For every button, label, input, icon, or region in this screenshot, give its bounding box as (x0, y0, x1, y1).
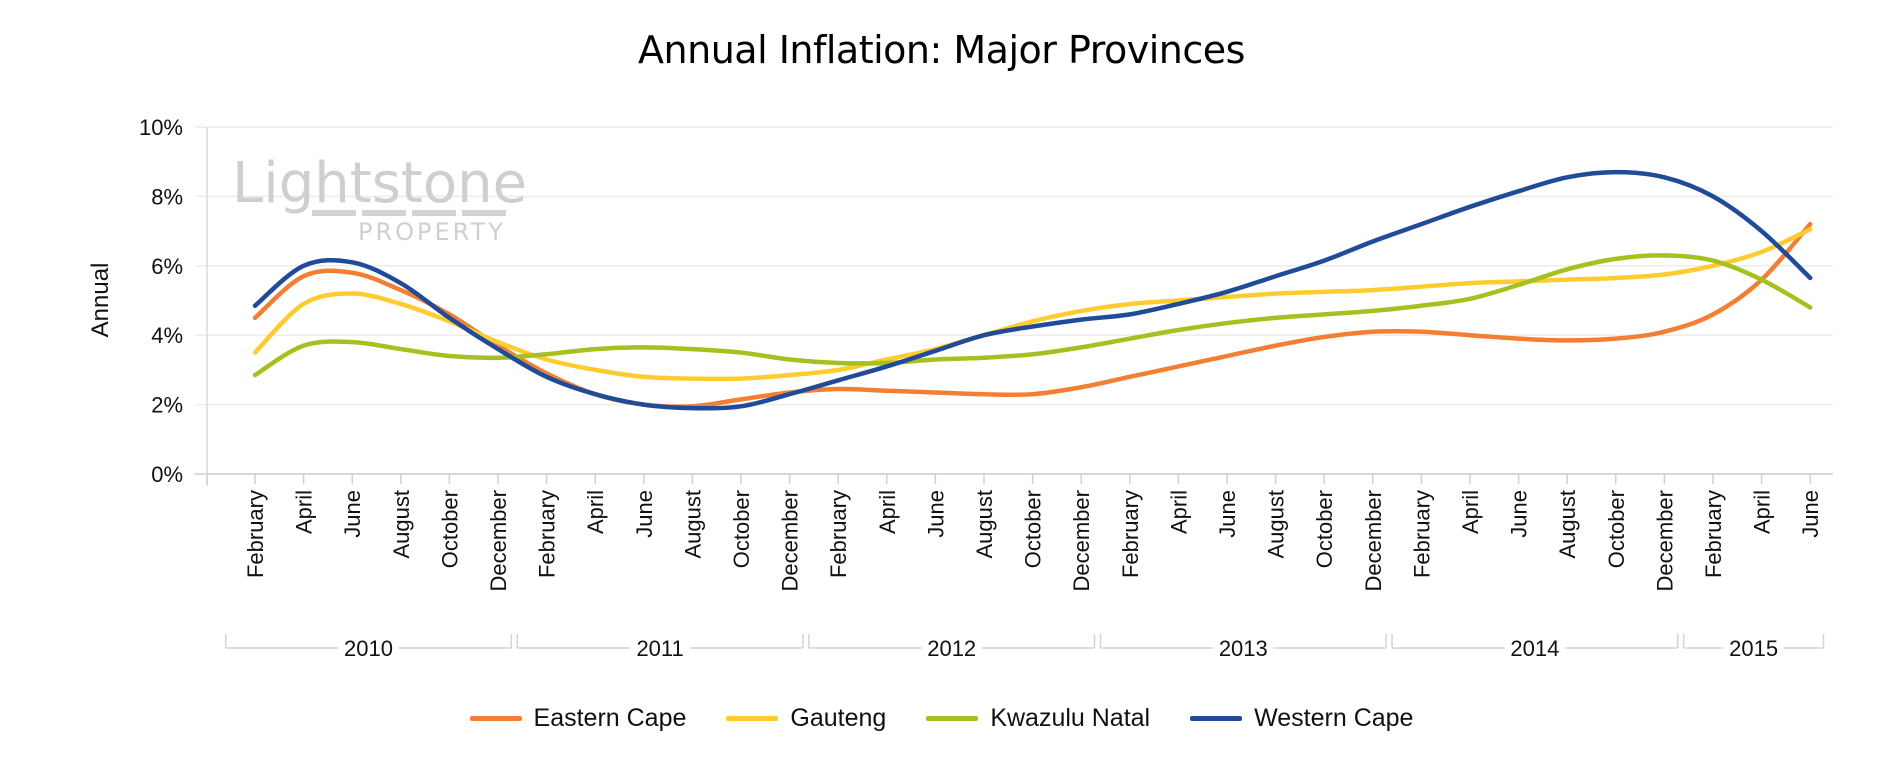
series-line-gauteng (252, 227, 1813, 382)
x-tick-label: April (1458, 490, 1483, 534)
x-tick-label: February (826, 490, 851, 578)
legend-swatch (1190, 716, 1243, 721)
year-group-axis: 2010 2011 2012 2013 2014 2015 (224, 634, 1825, 661)
x-tick-label: June (1507, 490, 1532, 538)
legend-label: Kwazulu Natal (990, 704, 1151, 732)
legend-label: Western Cape (1254, 704, 1414, 732)
legend-swatch (469, 716, 522, 721)
y-tick-label: 4% (151, 323, 183, 348)
watermark-dashes (312, 210, 506, 216)
y-tick-label: 0% (151, 462, 183, 487)
watermark-dash (312, 210, 356, 216)
x-tick-label: April (1750, 490, 1775, 534)
year-label: 2013 (1219, 636, 1268, 661)
series-line-eastern-cape (252, 221, 1813, 409)
x-tick-label: June (1798, 490, 1823, 538)
x-tick-label: August (389, 490, 414, 559)
x-tick-label: April (583, 490, 608, 534)
legend-item-gauteng[interactable]: Gauteng (726, 704, 886, 733)
chart-title: Annual Inflation: Major Provinces (638, 28, 1245, 72)
legend-item-kwazulu-natal[interactable]: Kwazulu Natal (926, 704, 1150, 733)
x-tick-label: April (1166, 490, 1191, 534)
watermark-dash (412, 210, 456, 216)
x-tick-label: August (680, 490, 705, 559)
gridlines (195, 126, 1833, 475)
watermark-sub-text: PROPERTY (358, 218, 506, 246)
legend-label: Gauteng (790, 704, 887, 732)
lightstone-watermark: Lightstone PROPERTY (232, 151, 527, 246)
x-tick-label: February (243, 490, 268, 578)
x-tick-label: April (875, 490, 900, 534)
legend-item-eastern-cape[interactable]: Eastern Cape (469, 704, 687, 733)
x-tick-label: October (1021, 490, 1046, 568)
legend-label: Eastern Cape (533, 704, 687, 732)
x-tick-label: June (923, 490, 948, 538)
legend-item-western-cape[interactable]: Western Cape (1190, 704, 1413, 733)
year-label: 2011 (636, 636, 683, 661)
legend-swatch (926, 716, 979, 721)
x-tick-label: August (1555, 490, 1580, 559)
x-tick-label: June (1215, 490, 1240, 538)
x-tick-label: October (1604, 490, 1629, 568)
axes (206, 127, 1811, 486)
x-tick-label: June (340, 490, 365, 538)
x-tick-label: April (292, 490, 317, 534)
x-tick-label: December (1652, 490, 1677, 591)
x-tick-label: December (1069, 490, 1094, 591)
legend: Eastern Cape Gauteng Kwazulu Natal Western … (0, 704, 1883, 733)
x-tick-label: February (535, 490, 560, 578)
watermark-main-text: Lightstone (232, 151, 527, 216)
y-tick-label: 6% (151, 254, 183, 279)
x-tick-label: December (486, 490, 511, 591)
watermark-dash (362, 210, 406, 216)
series-line-western-cape (252, 169, 1813, 411)
x-tick-label: February (1701, 490, 1726, 578)
x-tick-label: June (632, 490, 657, 538)
x-tick-label: October (437, 490, 462, 568)
year-label: 2015 (1729, 636, 1778, 661)
y-tick-label: 2% (151, 393, 183, 418)
y-tick-labels: 0% 2% 4% 6% 8% 10% (139, 115, 183, 487)
y-tick-label: 8% (151, 184, 183, 209)
y-axis-label: Annual (87, 263, 114, 338)
year-label: 2014 (1510, 636, 1559, 661)
x-tick-label: December (778, 490, 803, 591)
legend-swatch (726, 716, 779, 721)
watermark-dash (462, 210, 506, 216)
x-tick-label: December (1361, 490, 1386, 591)
x-tick-labels: February April June August October December Fe… (243, 490, 1823, 591)
series-lines (252, 169, 1813, 411)
x-tick-label: February (1409, 490, 1434, 578)
x-tick-label: February (1118, 490, 1143, 578)
series-line-kwazulu-natal (252, 253, 1813, 378)
year-label: 2012 (927, 636, 976, 661)
x-tick-label: October (1312, 490, 1337, 568)
y-tick-label: 10% (139, 115, 183, 140)
x-tick-label: October (729, 490, 754, 568)
x-tick-label: August (972, 490, 997, 559)
x-tick-label: August (1264, 490, 1289, 559)
year-label: 2010 (344, 636, 393, 661)
